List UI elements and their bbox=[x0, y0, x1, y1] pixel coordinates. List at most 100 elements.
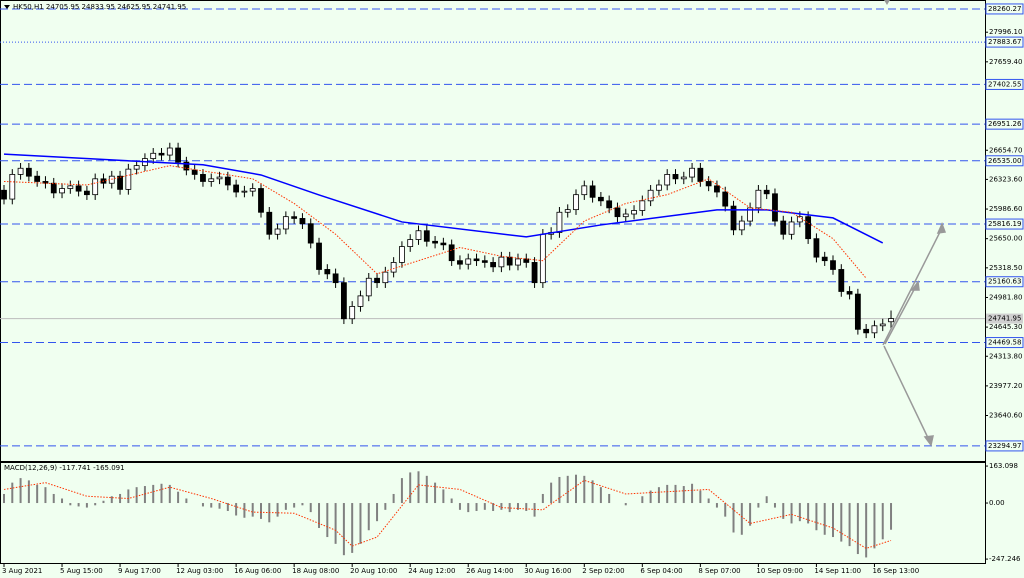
candle-body bbox=[42, 181, 49, 184]
candle-body bbox=[755, 189, 762, 209]
level-label: 23294.97 bbox=[988, 442, 1021, 450]
candle-body bbox=[515, 258, 521, 266]
candle-body bbox=[730, 205, 737, 231]
candle-body bbox=[423, 230, 430, 242]
header: HK50,H1 24705.95 24833.95 24625.95 24741… bbox=[13, 3, 186, 11]
candle-body bbox=[614, 207, 621, 218]
candle-body bbox=[647, 189, 654, 202]
level-label: 26951.26 bbox=[988, 120, 1022, 128]
level-label: 28260.27 bbox=[988, 5, 1021, 13]
candle-body bbox=[25, 167, 32, 177]
candle-body bbox=[863, 328, 870, 334]
y-tick-label: 25650.00 bbox=[989, 235, 1022, 243]
candle-body bbox=[796, 216, 803, 223]
level-label-box bbox=[985, 337, 1024, 349]
macd-y-tick-label: 163.098 bbox=[989, 462, 1018, 470]
candle-body bbox=[241, 190, 248, 193]
level-label-box bbox=[985, 118, 1024, 130]
y-tick-label: 24313.80 bbox=[989, 352, 1022, 360]
level-label-box bbox=[985, 3, 1024, 15]
level-label-box bbox=[985, 78, 1024, 90]
macd-signal bbox=[3, 479, 892, 549]
x-tick-label: 30 Aug 16:00 bbox=[524, 567, 571, 575]
candle-body bbox=[332, 273, 339, 284]
candle-body bbox=[382, 271, 389, 284]
macd-y-tick-label: -247.246 bbox=[989, 555, 1021, 563]
candle-body bbox=[17, 167, 24, 175]
candle-body bbox=[672, 174, 679, 180]
candle-body bbox=[830, 260, 836, 270]
candle-body bbox=[805, 216, 812, 240]
x-tick-label: 2 Sep 02:00 bbox=[582, 567, 624, 575]
x-tick-label: 9 Aug 17:00 bbox=[118, 567, 161, 575]
y-tick-label: 23977.20 bbox=[989, 382, 1022, 390]
candle-body bbox=[722, 191, 729, 207]
candle-body bbox=[75, 185, 82, 192]
candle-body bbox=[556, 211, 563, 233]
candle-body bbox=[523, 258, 530, 263]
x-tick-label: 6 Sep 04:00 bbox=[640, 567, 682, 575]
level-label-box bbox=[985, 155, 1024, 167]
candle-body bbox=[365, 277, 372, 297]
level-label-box bbox=[985, 36, 1024, 48]
candle-body bbox=[705, 181, 712, 187]
level-label-box bbox=[985, 276, 1024, 288]
y-tick-label: 24645.30 bbox=[989, 323, 1022, 331]
candle-body bbox=[639, 200, 646, 211]
candle-body bbox=[838, 269, 845, 292]
candle-body bbox=[158, 152, 165, 156]
candle-body bbox=[457, 260, 463, 265]
x-tick-label: 20 Aug 10:00 bbox=[350, 567, 397, 575]
candle-body bbox=[763, 189, 770, 195]
candle-body bbox=[415, 230, 422, 240]
candle-body bbox=[108, 175, 115, 184]
candle-body bbox=[249, 188, 256, 192]
candle-body bbox=[340, 282, 347, 320]
candle-body bbox=[1, 189, 7, 200]
level-label: 26535.00 bbox=[988, 157, 1021, 165]
candle-body bbox=[888, 318, 894, 323]
candle-body bbox=[183, 161, 190, 171]
price-label-box bbox=[986, 313, 1023, 324]
analysis-arrows bbox=[882, 222, 947, 447]
candle-body bbox=[407, 239, 414, 247]
candle-body bbox=[92, 178, 99, 196]
candle-body bbox=[282, 216, 289, 230]
x-tick-label: 12 Aug 03:00 bbox=[176, 567, 223, 575]
candle-body bbox=[656, 184, 662, 191]
x-tick-label: 24 Aug 12:00 bbox=[408, 567, 455, 575]
candle-body bbox=[597, 196, 604, 202]
candle-body bbox=[738, 220, 745, 231]
candle-body bbox=[879, 323, 886, 327]
candle-body bbox=[34, 175, 41, 182]
candle-body bbox=[697, 167, 704, 182]
candle-body bbox=[200, 174, 206, 182]
candle-body bbox=[531, 262, 538, 284]
x-tick-label: 26 Aug 14:00 bbox=[466, 567, 513, 575]
candle-body bbox=[224, 176, 231, 186]
level-label: 25160.63 bbox=[988, 278, 1021, 286]
candle-body bbox=[357, 295, 364, 307]
candle-body bbox=[175, 147, 181, 163]
level-label-box bbox=[985, 218, 1024, 230]
candle-body bbox=[871, 325, 878, 334]
y-tick-label: 26654.70 bbox=[989, 146, 1022, 154]
candle-body bbox=[846, 291, 853, 295]
x-tick-label: 10 Sep 09:00 bbox=[756, 567, 803, 575]
candle-body bbox=[772, 193, 778, 222]
candle-body bbox=[498, 256, 505, 268]
candle-body bbox=[133, 165, 140, 170]
candle-body bbox=[216, 176, 223, 180]
candle-body bbox=[622, 213, 629, 218]
x-tick-label: 14 Sep 11:00 bbox=[814, 567, 861, 575]
candle-body bbox=[274, 228, 281, 235]
candle-body bbox=[573, 194, 579, 211]
candle-body bbox=[67, 185, 74, 189]
shift-marker bbox=[884, 0, 890, 5]
candle-body bbox=[664, 174, 671, 186]
candle-body bbox=[291, 216, 298, 219]
candle-body bbox=[606, 200, 613, 209]
candle-body bbox=[481, 260, 488, 263]
candle-body bbox=[349, 306, 356, 320]
x-tick-label: 5 Aug 15:00 bbox=[60, 567, 103, 575]
